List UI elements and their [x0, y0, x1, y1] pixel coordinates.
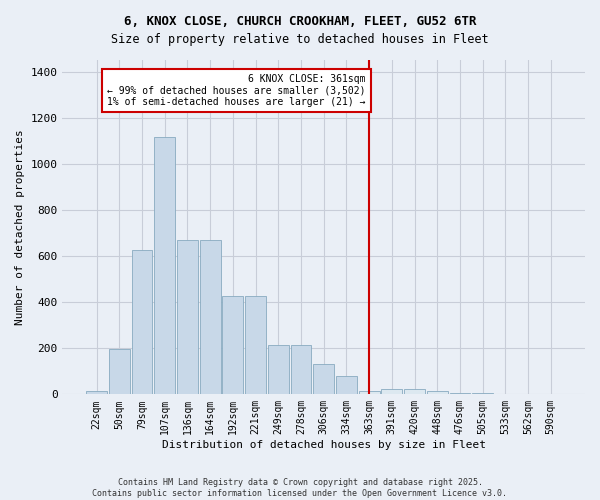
Text: Contains HM Land Registry data © Crown copyright and database right 2025.
Contai: Contains HM Land Registry data © Crown c…: [92, 478, 508, 498]
Bar: [290, 345, 311, 395]
Bar: [200, 240, 221, 394]
Bar: [359, 391, 380, 394]
Bar: [382, 388, 402, 394]
Text: Size of property relative to detached houses in Fleet: Size of property relative to detached ho…: [111, 32, 489, 46]
Bar: [472, 393, 493, 394]
Bar: [245, 296, 266, 394]
Bar: [427, 391, 448, 394]
Bar: [313, 364, 334, 394]
Bar: [86, 391, 107, 394]
Bar: [336, 376, 357, 394]
X-axis label: Distribution of detached houses by size in Fleet: Distribution of detached houses by size …: [162, 440, 486, 450]
Bar: [404, 388, 425, 394]
Bar: [109, 350, 130, 395]
Bar: [268, 345, 289, 395]
Y-axis label: Number of detached properties: Number of detached properties: [15, 130, 25, 325]
Bar: [449, 393, 470, 394]
Bar: [177, 240, 198, 394]
Text: 6, KNOX CLOSE, CHURCH CROOKHAM, FLEET, GU52 6TR: 6, KNOX CLOSE, CHURCH CROOKHAM, FLEET, G…: [124, 15, 476, 28]
Bar: [223, 296, 244, 394]
Bar: [131, 250, 152, 394]
Text: 6 KNOX CLOSE: 361sqm
← 99% of detached houses are smaller (3,502)
1% of semi-det: 6 KNOX CLOSE: 361sqm ← 99% of detached h…: [107, 74, 366, 107]
Bar: [154, 137, 175, 394]
